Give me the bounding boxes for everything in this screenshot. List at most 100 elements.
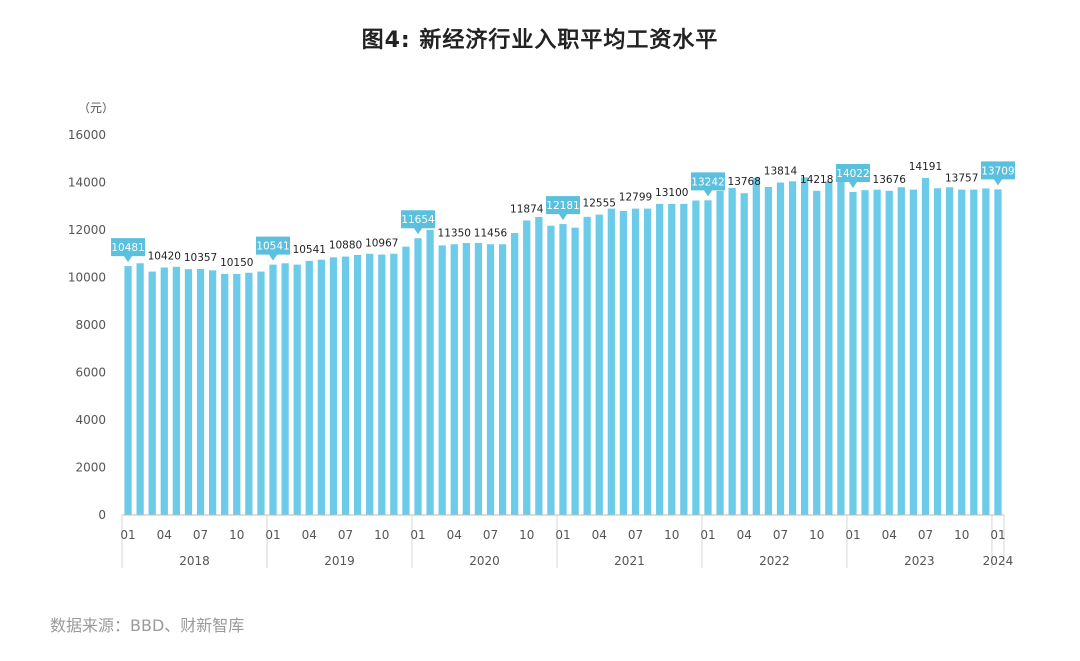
bar-2021-06	[619, 211, 628, 515]
bar-2021-02	[571, 227, 579, 515]
y-tick-label: 4000	[75, 413, 106, 427]
month-tick-label: 10	[664, 528, 679, 542]
bar-2020-10	[523, 220, 531, 515]
bar-2018-03	[148, 271, 156, 515]
data-label: 10150	[220, 257, 253, 269]
bar-2020-02	[426, 230, 434, 515]
y-tick-label: 14000	[68, 176, 106, 190]
bar-2021-01	[559, 224, 567, 515]
callout-label: 12181	[546, 196, 580, 221]
month-tick-label: 10	[229, 528, 244, 542]
data-label: 10880	[329, 240, 362, 252]
y-tick-label: 10000	[68, 271, 106, 285]
bar-2019-02	[281, 263, 289, 515]
callout-box	[401, 210, 436, 235]
bar-2019-01	[269, 264, 277, 515]
bar-2019-05	[317, 259, 325, 515]
callout-label: 14022	[835, 164, 870, 188]
bar-2019-10	[378, 254, 386, 515]
bar-chart: （元） 0 2000 4000 6000 8000 10000 12000 14000 1600…	[68, 101, 1015, 568]
bar-2020-11	[535, 216, 543, 515]
callout-box	[546, 196, 580, 221]
year-label: 2023	[904, 554, 935, 568]
bar-2023-01	[849, 192, 857, 515]
bar-2018-01	[124, 266, 132, 515]
callout-text: 12181	[546, 200, 579, 212]
callout-label: 10481	[111, 238, 146, 263]
year-label: 2022	[759, 554, 790, 568]
bar-2019-07	[341, 256, 350, 515]
year-label: 2020	[469, 554, 500, 568]
bar-2020-06	[474, 242, 483, 516]
bar-2022-08	[788, 181, 797, 515]
bar-2020-08	[498, 244, 507, 515]
bar-2023-04	[885, 190, 893, 515]
bar-2023-07	[921, 177, 930, 515]
y-axis-unit-label: （元）	[78, 101, 114, 115]
month-tick-label: 10	[954, 528, 969, 542]
month-tick-label: 01	[120, 528, 135, 542]
chart-title: 图4: 新经济行业入职平均工资水平	[361, 28, 719, 53]
month-tick-label: 07	[193, 528, 208, 542]
bar-2018-09	[221, 273, 229, 515]
bar-2019-06	[329, 257, 338, 515]
month-tick-label: 07	[773, 528, 788, 542]
callout-text: 14022	[836, 168, 869, 180]
bar-2020-04	[450, 244, 458, 515]
year-label: 2024	[983, 554, 1014, 568]
month-tick-label: 10	[809, 528, 824, 542]
bar-2020-03	[438, 245, 446, 515]
bar-2018-08	[208, 270, 217, 515]
data-label: 11874	[510, 204, 544, 216]
bar-2023-05	[897, 187, 905, 515]
data-label: 10357	[184, 252, 217, 264]
month-tick-label: 04	[882, 528, 897, 542]
bar-2023-03	[873, 189, 881, 515]
data-label: 13814	[764, 166, 798, 178]
data-label: 11350	[438, 227, 471, 239]
callout-box	[835, 164, 870, 188]
source-note: 数据来源：BBD、财新智库	[50, 616, 245, 635]
bar-2020-09	[511, 232, 519, 515]
month-tick-label: 01	[410, 528, 425, 542]
data-label: 11456	[474, 227, 508, 239]
bar-2019-04	[305, 260, 313, 515]
bar-2021-10	[668, 203, 676, 515]
bar-2022-12	[837, 181, 845, 516]
bar-2020-07	[486, 244, 495, 515]
bar-2022-04	[740, 193, 748, 515]
bar-2021-11	[680, 203, 688, 515]
month-tick-label: 04	[302, 528, 317, 542]
bar-2023-10	[958, 189, 966, 515]
month-tick-label: 01	[700, 528, 715, 542]
month-tick-label: 07	[483, 528, 498, 542]
bar-2018-04	[160, 267, 168, 515]
bar-2018-02	[136, 263, 144, 515]
y-tick-label: 12000	[68, 223, 106, 237]
bar-2018-06	[184, 269, 193, 515]
bar-2018-11	[245, 272, 253, 515]
y-tick-label: 8000	[75, 318, 106, 332]
month-tick-label: 10	[519, 528, 534, 542]
callout-box	[256, 236, 291, 261]
bar-2022-03	[728, 188, 736, 515]
bar-2023-06	[909, 189, 918, 515]
callout-box	[690, 172, 725, 197]
bar-2023-11	[970, 189, 978, 515]
bar-2019-08	[353, 254, 362, 515]
month-tick-label: 04	[592, 528, 607, 542]
callout-label: 13709	[980, 161, 1015, 186]
bar-2023-08	[933, 188, 942, 516]
data-label: 10420	[148, 251, 181, 263]
bar-2021-03	[583, 216, 591, 515]
data-label: 14218	[800, 174, 833, 186]
bar-2018-10	[233, 273, 241, 515]
bar-2022-10	[813, 190, 821, 515]
bar-2022-02	[716, 190, 724, 515]
bar-2022-01	[704, 200, 712, 515]
data-label: 13768	[728, 176, 761, 188]
y-tick-label: 6000	[75, 366, 106, 380]
bar-2024-01	[994, 189, 1002, 515]
month-tick-label: 04	[447, 528, 462, 542]
bar-2022-07	[776, 182, 785, 515]
